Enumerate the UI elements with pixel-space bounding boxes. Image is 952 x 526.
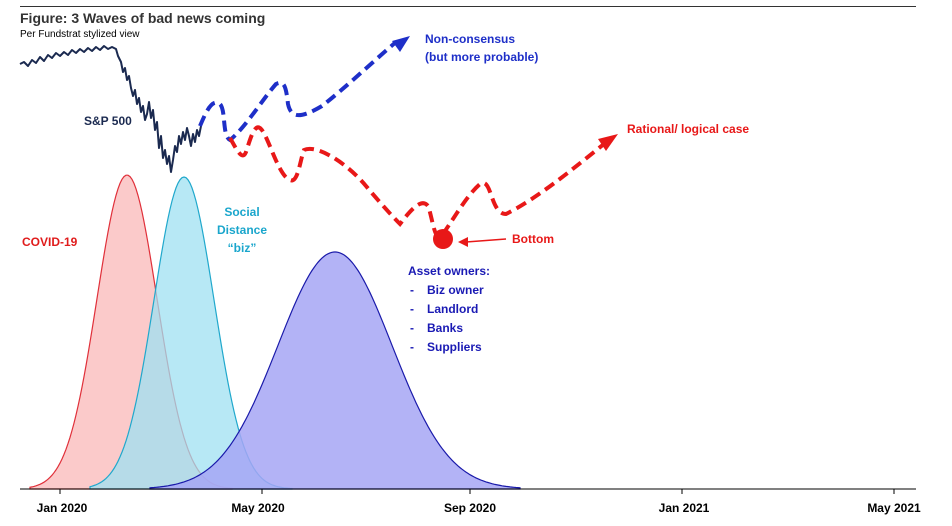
bottom-arrowhead [458,237,468,247]
x-tick-label: May 2020 [231,501,285,515]
social-label-line2: Distance [217,223,267,237]
rational-path [228,125,606,241]
asset-owner-item: Banks [427,321,463,335]
nonconsensus-sublabel: (but more probable) [425,50,538,64]
social-label-line1: Social [224,205,259,219]
figure-subtitle: Per Fundstrat stylized view [20,29,140,40]
asset-owner-item: Landlord [427,302,478,316]
asset-owner-item: Suppliers [427,340,482,354]
bottom-arrow-line [465,238,507,243]
nonconsensus-label: Non-consensus [425,32,515,46]
sp500-label: S&P 500 [84,114,132,128]
top-rule [20,6,916,7]
asset-owner-bullet: - [410,340,414,354]
nonconsensus-arrowhead [392,36,410,52]
bottom-marker [433,229,453,249]
nonconsensus-path [198,40,398,143]
bottom-label: Bottom [512,232,554,246]
asset-owner-item: Biz owner [427,283,484,297]
rational-label: Rational/ logical case [627,122,749,136]
rational-arrowhead [598,134,618,151]
x-tick-label: Sep 2020 [444,501,496,515]
x-tick-label: Jan 2020 [37,501,88,515]
x-tick-label: May 2021 [867,501,921,515]
x-tick-label: Jan 2021 [659,501,710,515]
asset-owners-list: - Biz owner- Landlord- Banks- Suppliers [410,283,484,354]
covid-label: COVID-19 [22,235,78,249]
social-label-line3: “biz” [228,241,257,255]
asset-owners-curve [149,251,521,490]
asset-owners-title: Asset owners: [408,264,490,278]
asset-owner-bullet: - [410,302,414,316]
asset-owner-bullet: - [410,283,414,297]
sp500-line [19,45,202,173]
figure-title: Figure: 3 Waves of bad news coming [20,10,266,26]
x-axis-ticks [59,489,895,494]
asset-owner-bullet: - [410,321,414,335]
